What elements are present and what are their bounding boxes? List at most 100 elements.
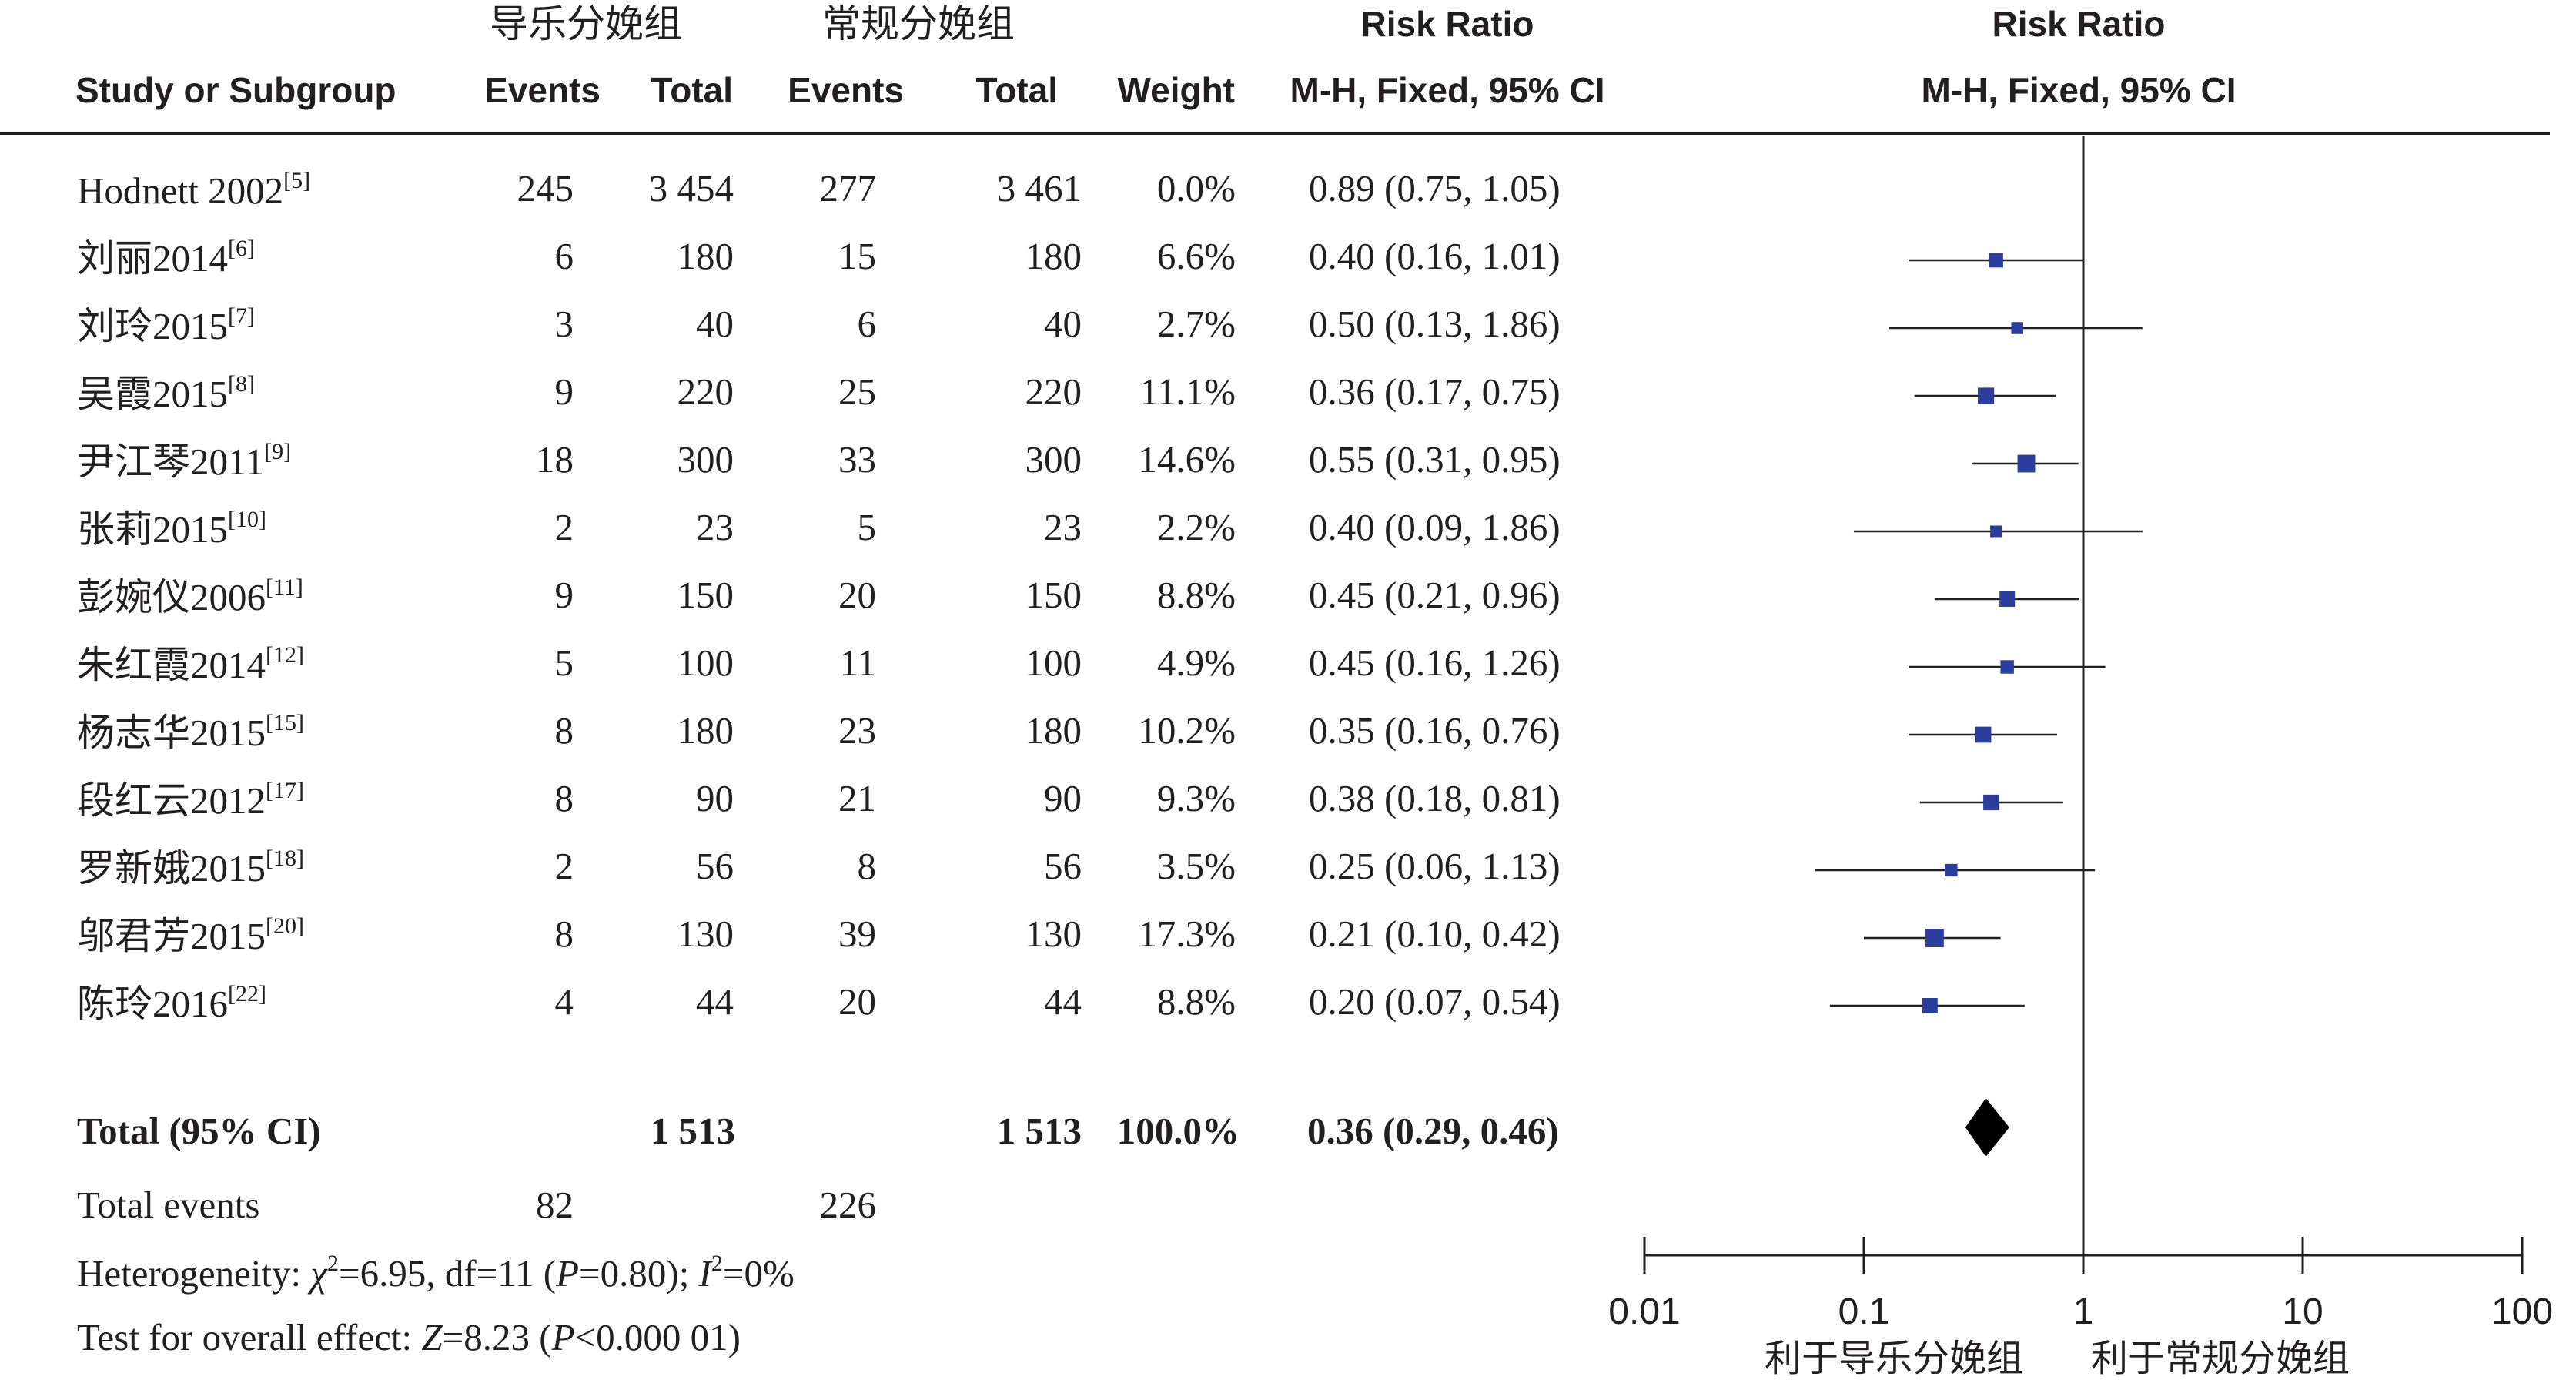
experimental-total: 44 xyxy=(696,980,734,1023)
risk-ratio-ci: 0.21 (0.10, 0.42) xyxy=(1309,913,1561,955)
experimental-total: 23 xyxy=(696,506,734,548)
control-events: 11 xyxy=(839,641,876,684)
study-name: 吴霞2015[8] xyxy=(77,371,255,415)
total-events-label: Total events xyxy=(77,1184,260,1226)
study-label: 刘丽2014 xyxy=(77,237,229,280)
risk-ratio-ci: 0.35 (0.16, 0.76) xyxy=(1309,709,1561,752)
experimental-group-header: 导乐分娩组 xyxy=(490,2,682,46)
control-events: 8 xyxy=(857,845,877,887)
plot-title-header: Risk Ratio xyxy=(1992,4,2166,44)
x-tick-label: 1 xyxy=(2073,1291,2094,1332)
experimental-total: 40 xyxy=(696,303,734,345)
study-point-marker xyxy=(1977,387,1995,404)
experimental-events: 4 xyxy=(554,980,574,1023)
z-value: =8.23 ( xyxy=(442,1316,552,1358)
experimental-total: 100 xyxy=(677,641,734,684)
rr-title-header: Risk Ratio xyxy=(1360,4,1534,44)
experimental-total: 180 xyxy=(677,709,734,752)
control-events: 20 xyxy=(838,980,876,1023)
experimental-total: 56 xyxy=(696,845,734,887)
control-events: 6 xyxy=(857,303,877,345)
x-tick-label: 0.01 xyxy=(1608,1291,1681,1332)
study-reference: [12] xyxy=(266,642,304,668)
weight: 11.1% xyxy=(1139,370,1236,413)
study-reference: [11] xyxy=(266,574,303,600)
study-reference: [15] xyxy=(266,710,304,735)
experimental-total: 300 xyxy=(677,438,734,481)
heterogeneity-text: Heterogeneity: χ2=6.95, df=11 (P=0.80); … xyxy=(77,1251,795,1295)
header-rule xyxy=(0,132,2550,135)
study-point-marker xyxy=(1989,253,2003,268)
study-label: 杨志华2015 xyxy=(77,712,266,754)
study-name: 彭婉仪2006[11] xyxy=(77,574,303,618)
study-label: 彭婉仪2006 xyxy=(77,576,266,618)
control-total: 300 xyxy=(1025,438,1082,481)
control-events: 33 xyxy=(838,438,876,481)
experimental-total: 130 xyxy=(677,913,734,955)
study-label: Hodnett 2002 xyxy=(77,169,284,212)
study-label: 吴霞2015 xyxy=(77,373,229,415)
control-events: 277 xyxy=(819,167,877,209)
risk-ratio-ci: 0.50 (0.13, 1.86) xyxy=(1309,303,1561,345)
study-reference: [18] xyxy=(266,846,304,871)
control-events: 25 xyxy=(838,370,876,413)
control-total: 3 461 xyxy=(996,167,1082,209)
experimental-events: 18 xyxy=(536,438,574,481)
weight: 10.2% xyxy=(1138,709,1236,752)
experimental-total: 220 xyxy=(677,370,734,413)
control-total: 44 xyxy=(1044,980,1082,1023)
experimental-total: 180 xyxy=(677,235,734,277)
study-point-marker xyxy=(1975,726,1992,743)
study-name: 刘玲2015[7] xyxy=(77,303,255,347)
study-point-marker xyxy=(1999,591,2016,607)
risk-ratio-ci: 0.38 (0.18, 0.81) xyxy=(1309,777,1561,819)
i-superscript: 2 xyxy=(711,1251,723,1276)
experimental-events: 2 xyxy=(554,845,574,887)
study-reference: [8] xyxy=(228,371,255,397)
study-label: 邬君芳2015 xyxy=(77,915,266,957)
experimental-total: 150 xyxy=(677,574,734,616)
experimental-total: 3 454 xyxy=(648,167,734,209)
control-events: 21 xyxy=(838,777,876,819)
study-reference: [7] xyxy=(228,303,255,329)
total-experimental-total: 1 513 xyxy=(650,1110,735,1152)
experimental-events-header: Events xyxy=(484,70,601,110)
study-point-marker xyxy=(2000,660,2014,674)
study-reference: [20] xyxy=(266,913,304,939)
total-label: Total (95% CI) xyxy=(77,1110,321,1152)
study-name: 尹江琴2011[9] xyxy=(77,440,291,481)
study-reference: [6] xyxy=(228,236,255,261)
favours-control-label: 利于常规分娩组 xyxy=(2091,1337,2350,1380)
chi-value: =6.95, df=11 ( xyxy=(338,1252,557,1295)
study-point-marker xyxy=(1922,998,1938,1013)
risk-ratio-ci: 0.89 (0.75, 1.05) xyxy=(1309,167,1561,209)
weight: 2.7% xyxy=(1156,303,1236,345)
study-name: 罗新娥2015[18] xyxy=(77,846,304,889)
total-events-control: 226 xyxy=(819,1184,877,1226)
control-total: 23 xyxy=(1044,506,1082,548)
study-label: 张莉2015 xyxy=(77,508,229,551)
study-column-header: Study or Subgroup xyxy=(75,70,396,110)
study-label: 罗新娥2015 xyxy=(77,847,266,889)
experimental-events: 2 xyxy=(554,506,574,548)
study-name: 刘丽2014[6] xyxy=(77,236,255,280)
overall-effect-prefix: Test for overall effect: xyxy=(77,1316,422,1358)
experimental-events: 245 xyxy=(517,167,574,209)
weight: 8.8% xyxy=(1156,574,1236,616)
study-label: 段红云2012 xyxy=(77,779,266,822)
study-label: 刘玲2015 xyxy=(77,305,229,347)
risk-ratio-ci: 0.20 (0.07, 0.54) xyxy=(1309,980,1561,1023)
weight: 9.3% xyxy=(1156,777,1236,819)
weight: 17.3% xyxy=(1138,913,1236,955)
experimental-events: 8 xyxy=(554,913,574,955)
control-total: 130 xyxy=(1025,913,1082,955)
control-events: 5 xyxy=(857,506,877,548)
study-reference: [17] xyxy=(266,778,304,803)
study-label: 朱红霞2014 xyxy=(77,644,266,686)
control-group-header: 常规分娩组 xyxy=(822,2,1015,46)
total-events-experimental: 82 xyxy=(536,1184,574,1226)
total-weight: 100.0% xyxy=(1116,1110,1239,1152)
experimental-events: 8 xyxy=(554,709,574,752)
